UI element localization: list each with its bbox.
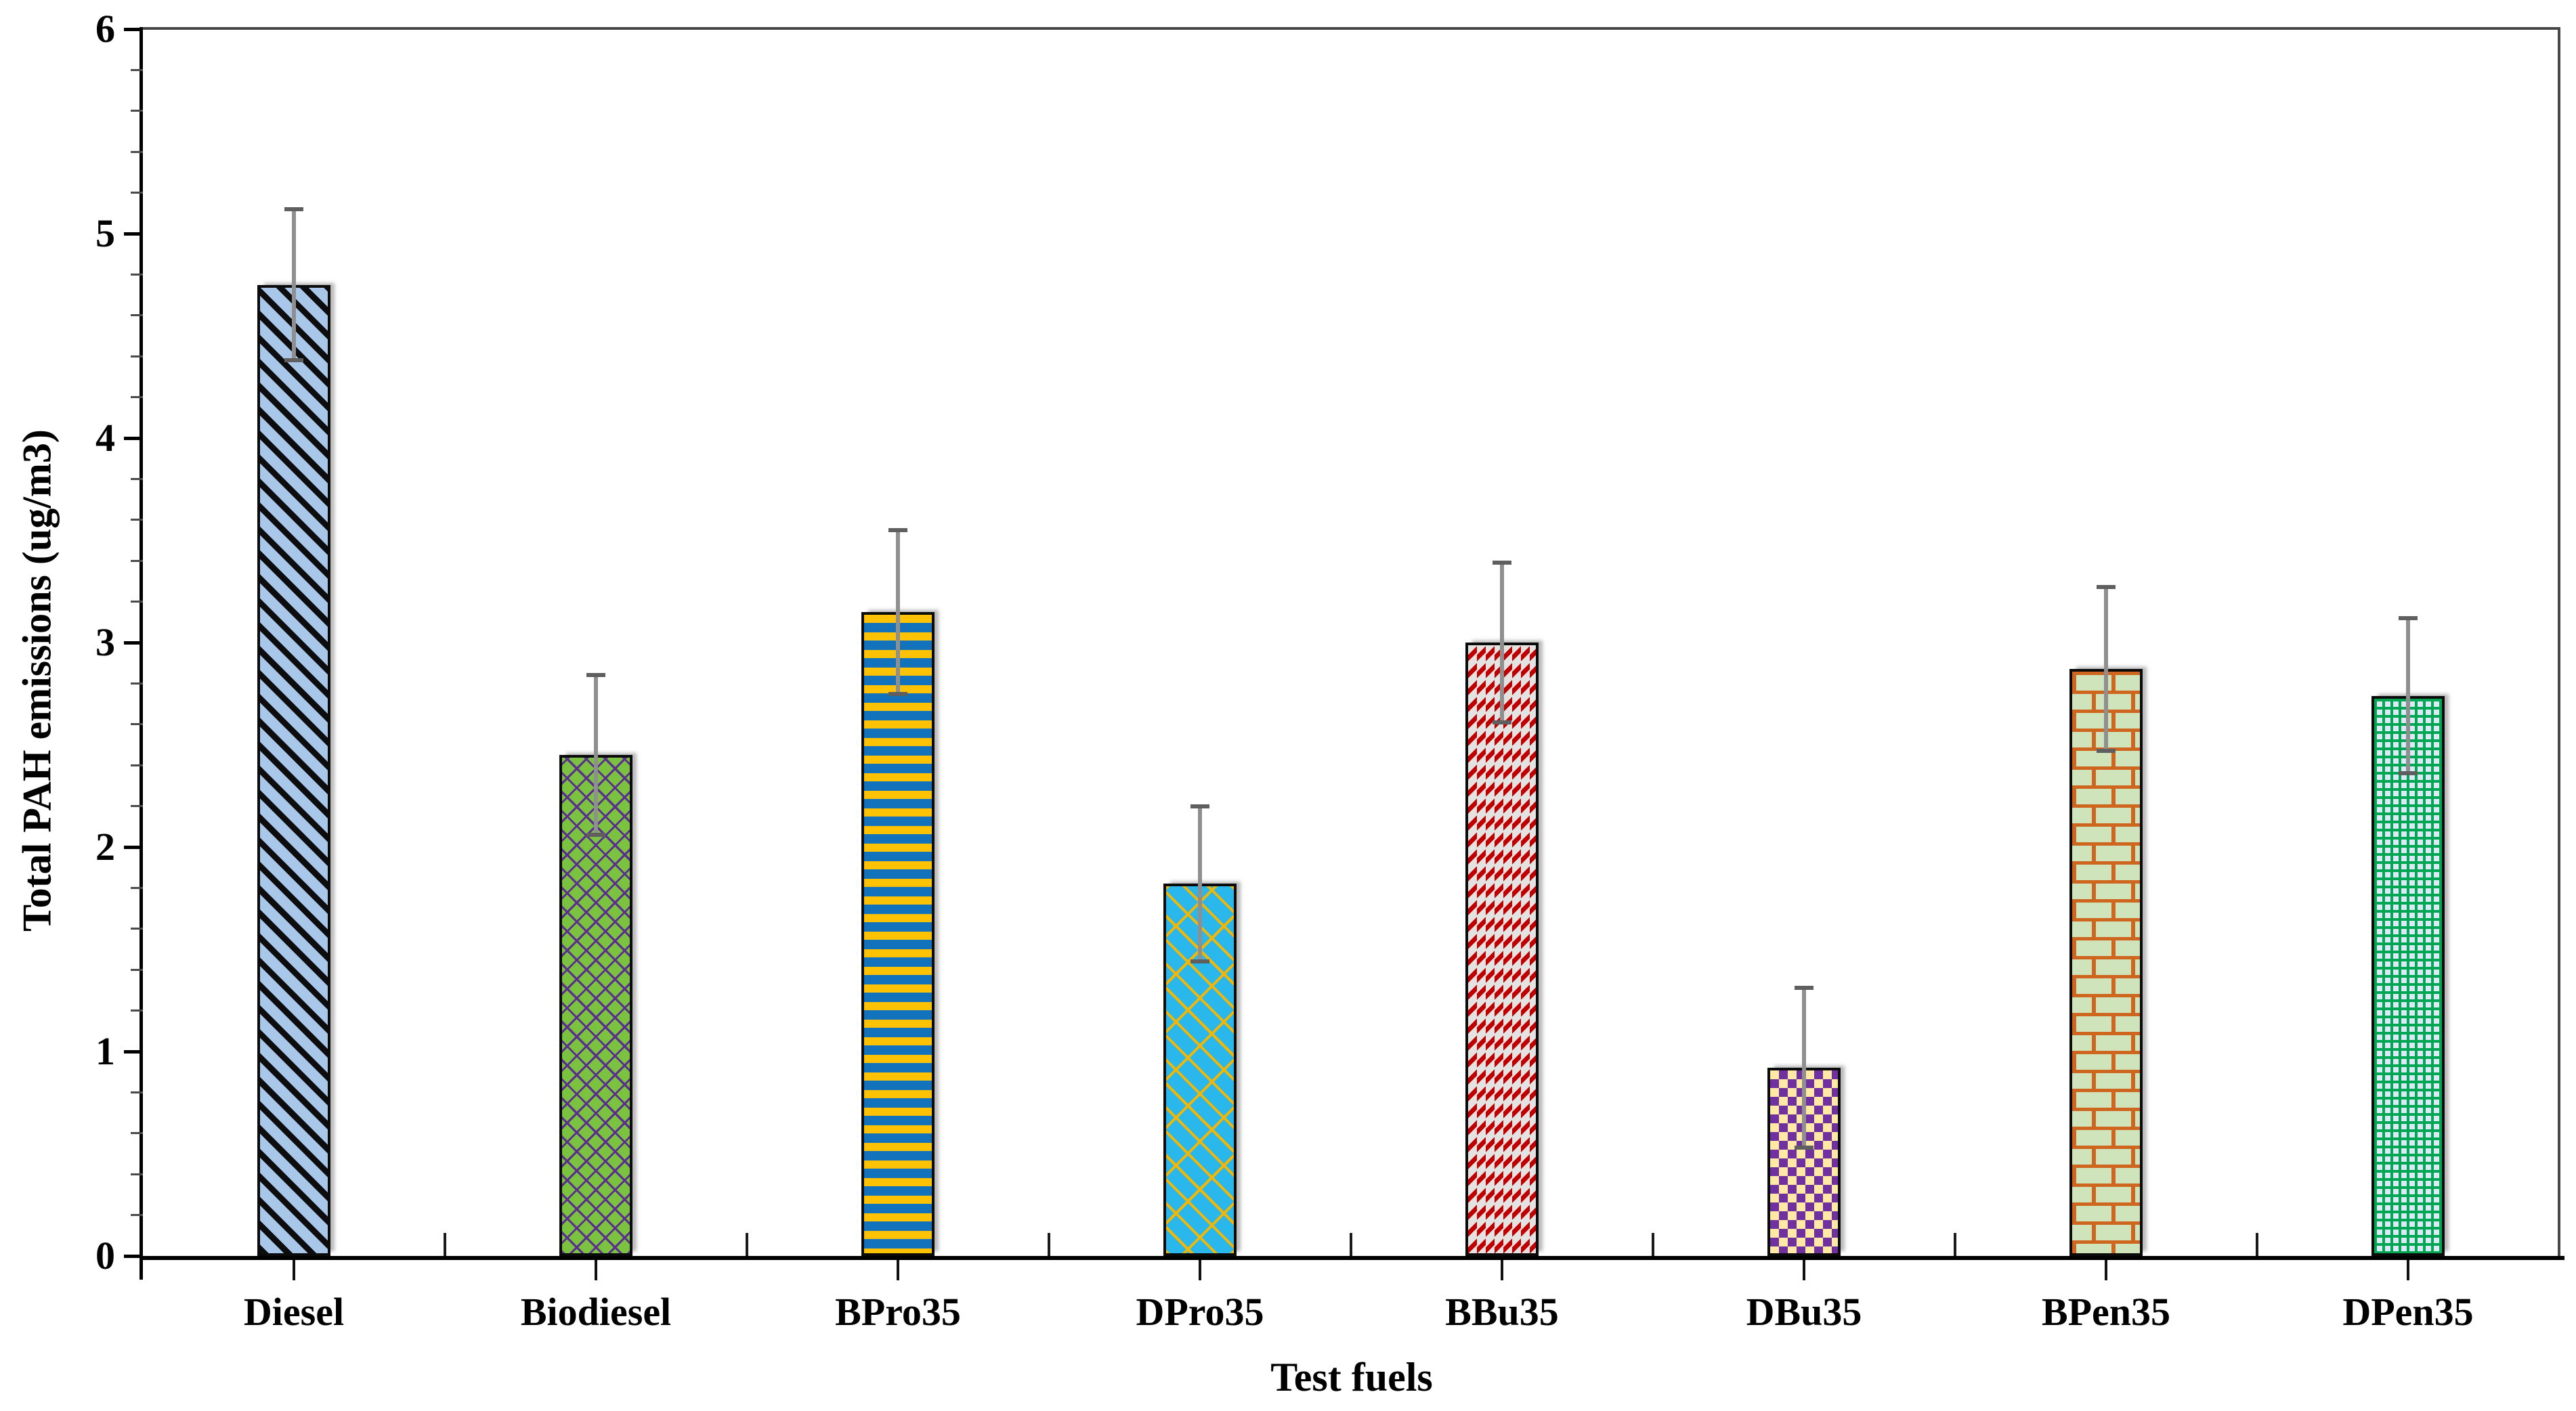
y-major-tick [124,641,143,645]
error-bar-cap-top [1493,561,1511,565]
bar-bpen35 [2069,669,2143,1256]
error-bar-cap-bottom [2399,771,2418,776]
y-tick-label: 3 [95,620,115,664]
x-boundary-tick [1954,1233,1956,1256]
y-minor-tick [131,68,143,71]
y-minor-tick [131,273,143,276]
y-minor-tick [131,150,143,153]
y-minor-tick [131,764,143,766]
y-minor-tick [131,1214,143,1217]
x-center-tick [897,1260,899,1280]
y-major-tick [124,27,143,31]
x-center-tick [1501,1260,1503,1280]
error-bar-cap-top [284,207,303,211]
error-bar-cap-bottom [1190,959,1209,964]
x-tick-label: Diesel [243,1290,345,1334]
y-minor-tick [131,1173,143,1175]
error-bar-cap-top [1795,986,1813,991]
y-minor-tick [131,886,143,889]
plot-top-border [143,27,2560,30]
bar-bbu35 [1465,643,1539,1256]
x-boundary-tick [1350,1233,1352,1256]
x-center-tick [293,1260,295,1280]
y-minor-tick [131,928,143,930]
bar-diesel [257,284,330,1256]
error-bar-cap-bottom [1795,1145,1813,1150]
x-tick-label: BPro35 [835,1290,961,1334]
x-center-tick [1199,1260,1201,1280]
y-minor-tick [131,1091,143,1093]
x-center-tick [595,1260,597,1280]
y-tick-label: 1 [95,1029,115,1073]
y-tick-label: 0 [95,1234,115,1278]
y-major-tick [124,845,143,849]
y-major-tick [124,232,143,236]
x-axis-title: Test fuels [1270,1355,1433,1399]
error-bar-whisker [594,675,598,835]
error-bar-cap-top [888,527,907,532]
x-tick-label: DPen35 [2342,1290,2474,1334]
y-minor-tick [131,477,143,480]
error-bar-whisker [1802,988,1806,1148]
x-boundary-tick [2256,1233,2258,1256]
x-boundary-tick [444,1233,446,1256]
y-axis-line [139,27,143,1280]
bar-biodiesel [559,755,632,1256]
y-tick-label: 6 [95,7,115,51]
y-minor-tick [131,1132,143,1135]
x-center-tick [2407,1260,2409,1280]
y-minor-tick [131,519,143,521]
x-boundary-tick [746,1233,748,1256]
y-major-tick [124,1254,143,1258]
y-minor-tick [131,805,143,808]
error-bar-whisker [896,529,900,694]
x-tick-label: DPro35 [1136,1290,1264,1334]
error-bar-cap-top [2097,585,2116,590]
x-center-tick [1803,1260,1805,1280]
error-bar-whisker [2406,617,2410,774]
error-bar-cap-bottom [1493,720,1511,724]
error-bar-cap-top [586,673,605,678]
y-tick-label: 5 [95,211,115,255]
y-minor-tick [131,559,143,562]
y-minor-tick [131,110,143,112]
x-boundary-tick [1048,1233,1050,1256]
y-major-tick [124,436,143,440]
error-bar-cap-bottom [284,358,303,363]
y-minor-tick [131,314,143,317]
x-tick-label: DBu35 [1746,1290,1862,1334]
y-minor-tick [131,192,143,194]
y-tick-label: 2 [95,825,115,869]
y-minor-tick [131,355,143,357]
y-minor-tick [131,1010,143,1012]
x-center-tick [2105,1260,2107,1280]
x-tick-label: Biodiesel [520,1290,672,1334]
y-minor-tick [131,396,143,399]
error-bar-whisker [1198,806,1202,962]
error-bar-whisker [1500,563,1504,722]
bar-dpen35 [2371,695,2445,1256]
y-minor-tick [131,723,143,726]
y-minor-tick [131,601,143,603]
error-bar-cap-bottom [888,691,907,696]
error-bar-whisker [2104,587,2108,752]
y-tick-label: 4 [95,416,115,460]
x-axis-line [139,1256,2564,1260]
error-bar-cap-bottom [2097,749,2116,754]
y-major-tick [124,1049,143,1054]
error-bar-whisker [292,209,296,361]
bar-bpro35 [861,611,935,1256]
x-tick-label: BBu35 [1445,1290,1559,1334]
error-bar-cap-top [2399,615,2418,620]
error-bar-cap-top [1190,804,1209,808]
x-tick-label: BPen35 [2041,1290,2171,1334]
y-minor-tick [131,968,143,971]
x-boundary-tick [1652,1233,1654,1256]
error-bar-cap-bottom [586,832,605,837]
plot-right-border [2558,27,2560,1258]
y-minor-tick [131,682,143,685]
